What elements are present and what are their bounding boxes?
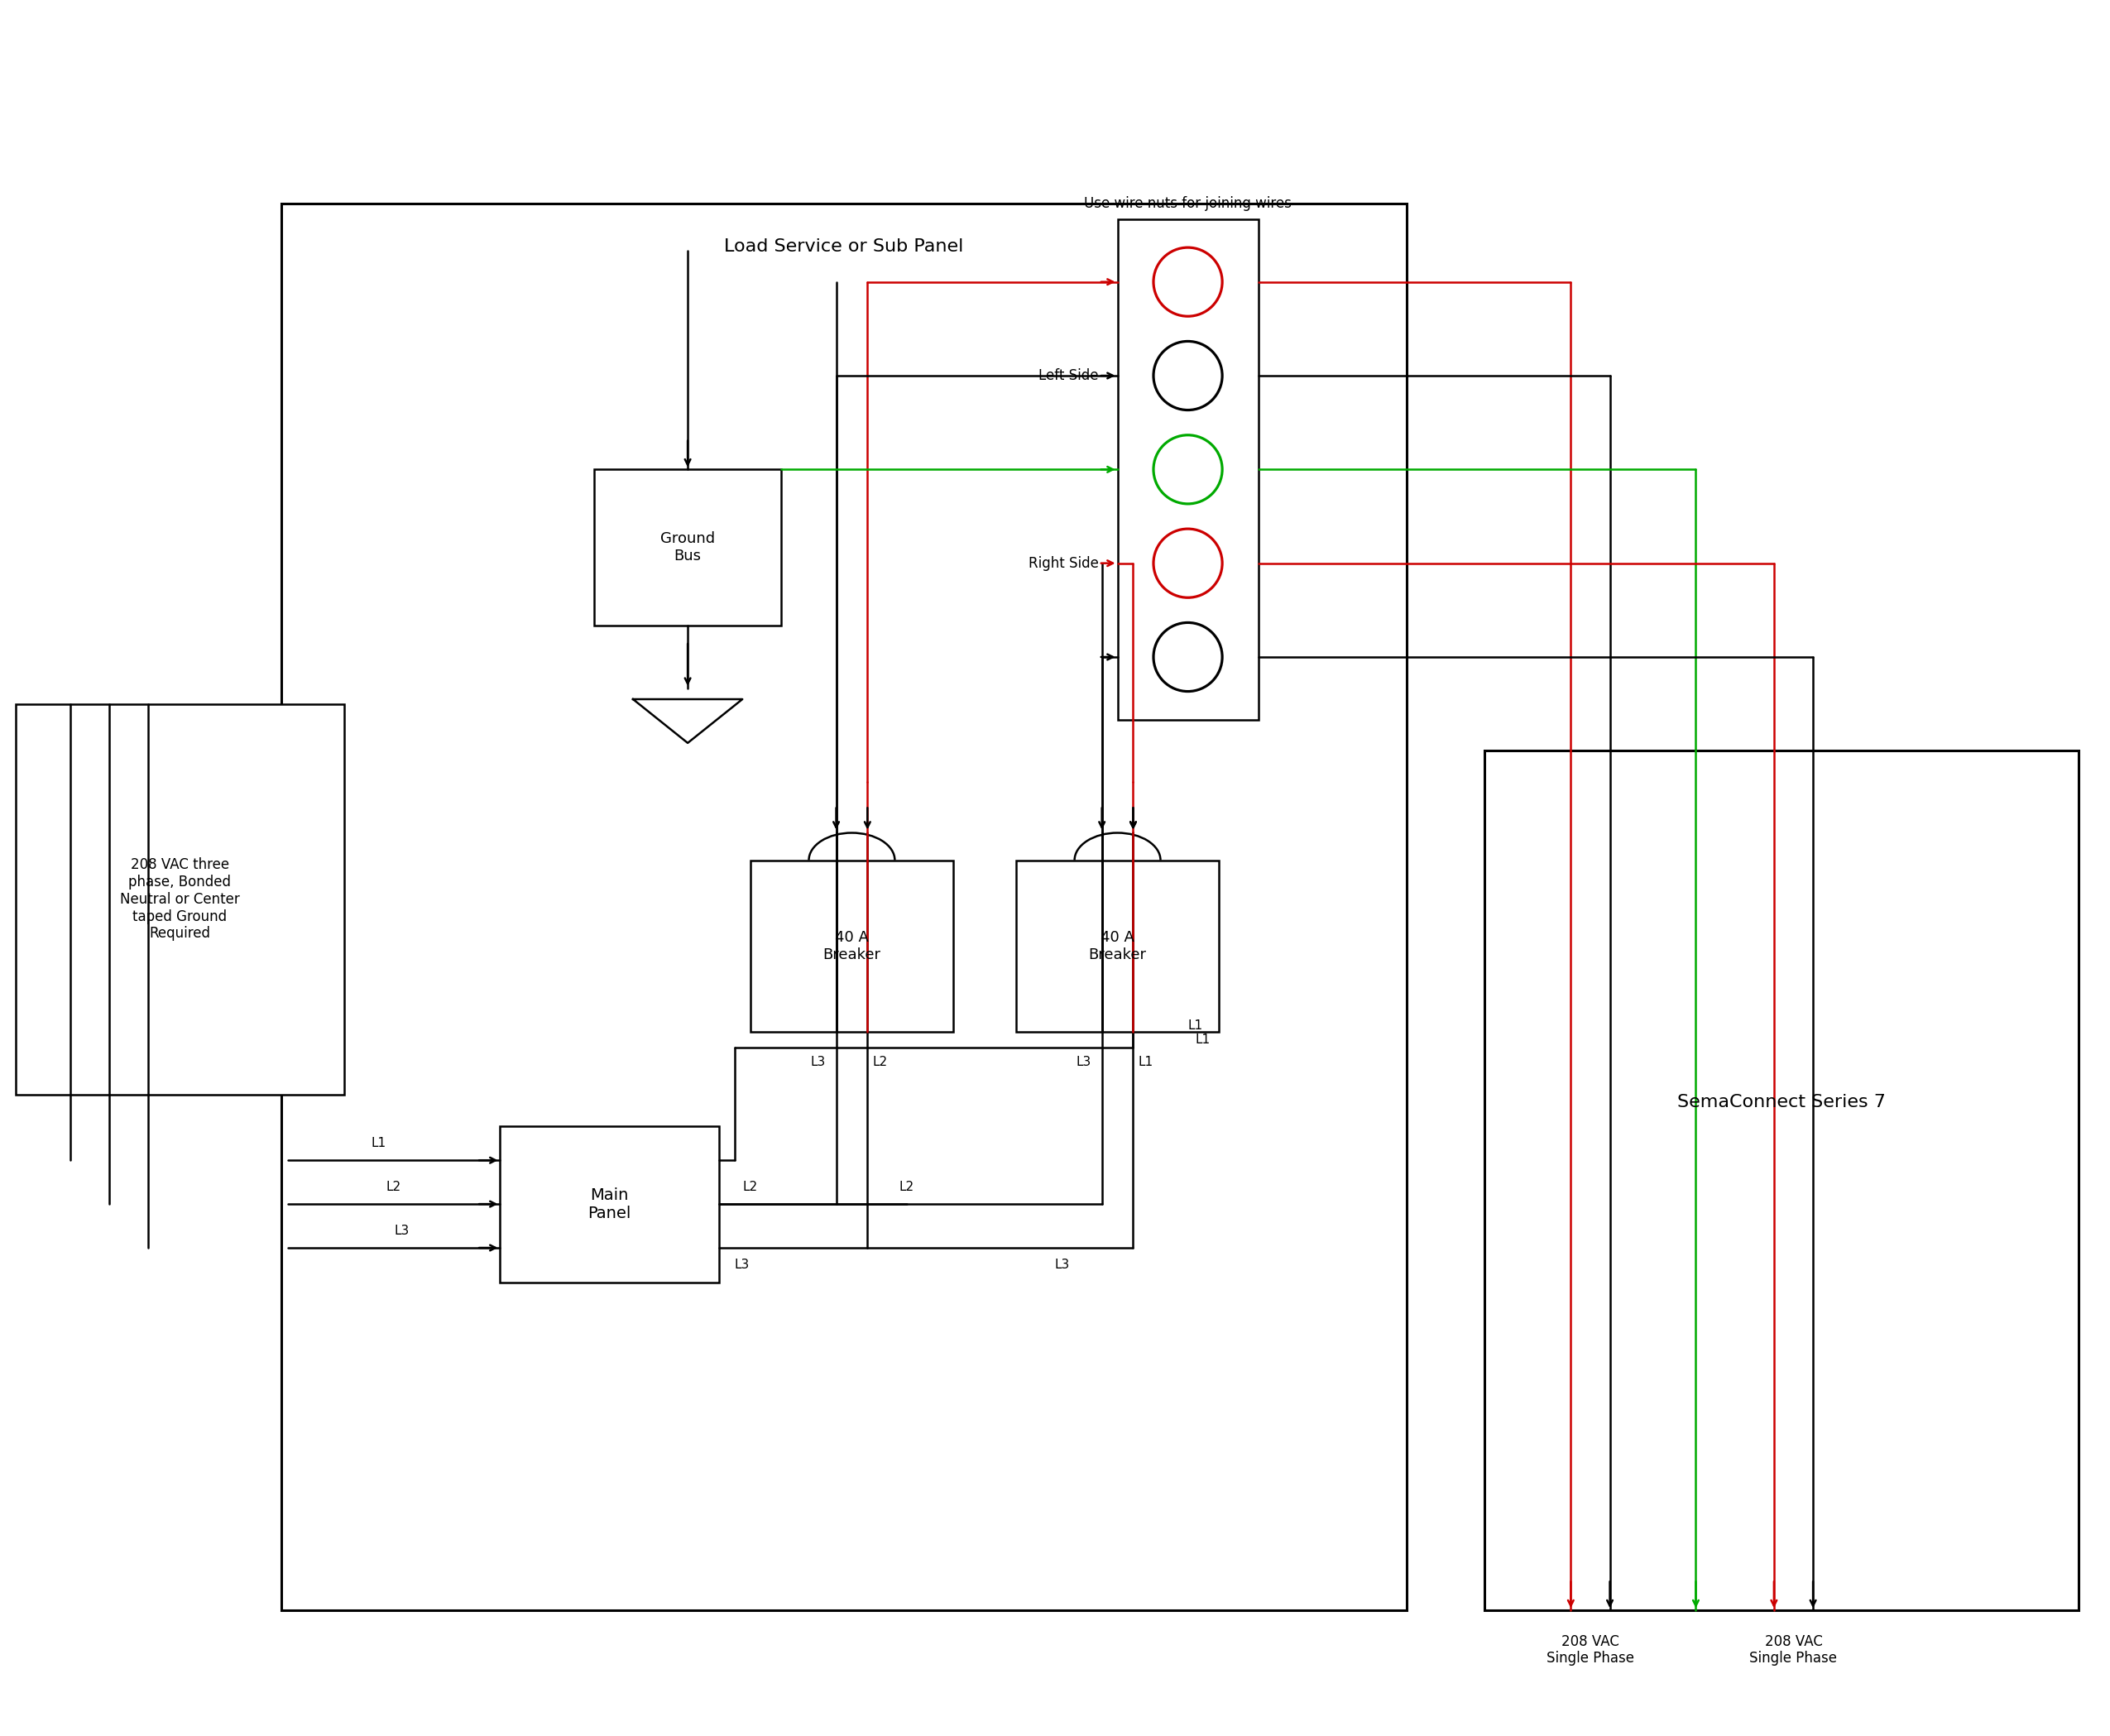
Text: L2: L2 bbox=[899, 1180, 914, 1193]
Text: Ground
Bus: Ground Bus bbox=[660, 531, 715, 564]
Text: SemaConnect Series 7: SemaConnect Series 7 bbox=[1677, 1094, 1886, 1111]
FancyBboxPatch shape bbox=[1485, 750, 2078, 1611]
FancyBboxPatch shape bbox=[500, 1127, 720, 1283]
FancyBboxPatch shape bbox=[281, 203, 1407, 1611]
Text: Use wire nuts for joining wires: Use wire nuts for joining wires bbox=[1085, 196, 1291, 210]
Text: L2: L2 bbox=[871, 1055, 886, 1068]
Text: L3: L3 bbox=[395, 1224, 409, 1236]
Text: L2: L2 bbox=[386, 1180, 401, 1193]
Text: L3: L3 bbox=[734, 1259, 749, 1271]
FancyBboxPatch shape bbox=[751, 859, 954, 1033]
FancyBboxPatch shape bbox=[15, 703, 344, 1095]
Text: Right Side: Right Side bbox=[1028, 556, 1099, 571]
FancyBboxPatch shape bbox=[593, 469, 781, 625]
Text: L2: L2 bbox=[743, 1180, 757, 1193]
Text: L3: L3 bbox=[1055, 1259, 1070, 1271]
Text: L3: L3 bbox=[810, 1055, 825, 1068]
Text: 40 A
Breaker: 40 A Breaker bbox=[1089, 930, 1146, 962]
Text: L1: L1 bbox=[1137, 1055, 1152, 1068]
Text: 208 VAC
Single Phase: 208 VAC Single Phase bbox=[1749, 1634, 1838, 1667]
FancyBboxPatch shape bbox=[1118, 219, 1258, 719]
Text: L1: L1 bbox=[1188, 1019, 1203, 1033]
Text: 208 VAC three
phase, Bonded
Neutral or Center
taped Ground
Required: 208 VAC three phase, Bonded Neutral or C… bbox=[120, 858, 241, 941]
Text: Load Service or Sub Panel: Load Service or Sub Panel bbox=[724, 238, 964, 255]
Text: L3: L3 bbox=[1076, 1055, 1091, 1068]
FancyBboxPatch shape bbox=[1015, 859, 1220, 1033]
Text: Main
Panel: Main Panel bbox=[589, 1187, 631, 1220]
Text: L1: L1 bbox=[371, 1137, 386, 1149]
Text: L1: L1 bbox=[1196, 1033, 1211, 1047]
Text: 208 VAC
Single Phase: 208 VAC Single Phase bbox=[1547, 1634, 1633, 1667]
Text: 40 A
Breaker: 40 A Breaker bbox=[823, 930, 880, 962]
Text: Left Side: Left Side bbox=[1038, 368, 1099, 384]
